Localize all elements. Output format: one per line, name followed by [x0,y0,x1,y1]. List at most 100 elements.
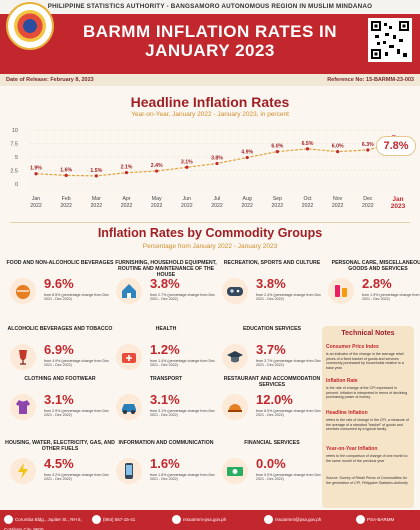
commodity-rate: 9.6% [44,276,74,291]
data-label: 1.9% [30,166,42,172]
x-tick-year: 2022 [241,203,253,209]
x-tick-month: May [152,196,162,202]
headline-line-chart: 02.557.5101.9%Jan20221.6%Feb20221.5%Mar2… [10,128,408,209]
data-point [124,171,129,175]
commodity-rate: 3.1% [150,392,180,407]
data-label: 2.1% [121,165,133,171]
footer-email[interactable]: rssoarmm@psa.gov.ph [264,515,321,525]
commodity-card: TRANSPORT 3.1% from 3.1% (percentage chang… [110,376,222,442]
data-point [336,150,340,154]
cpi-heading: Consumer Price Index [326,344,379,350]
facebook-link[interactable]: PSA-BARMM [367,517,395,522]
x-tick-month: Apr [122,196,130,202]
commodity-card: ALCOHOLIC BEVERAGES AND TOBACCO 6.9% from … [4,326,116,392]
data-point [245,155,249,160]
commodity-rate: 1.6% [150,456,180,471]
clothing-icon [10,394,36,420]
header-stripe [0,0,420,14]
x-tick-month: Oct [303,196,312,202]
commodity-rate: 3.8% [150,276,180,291]
data-point [275,150,279,154]
data-label: 4.9% [241,150,253,156]
phone-text: (064) 557-15-41 [103,517,136,522]
headline-title: Headline Inflation Rates [130,94,290,110]
gamepad-icon [222,278,248,304]
commodity-rate: 6.9% [44,342,74,357]
notes-title: Technical Notes [341,330,395,337]
facebook-icon [356,515,365,525]
commodity-card: FINANCIAL SERVICES 0.0% from 0.0% (percent… [216,440,328,506]
money-icon [222,458,248,484]
commodity-previous-rate: from 2.7% (percentage change from Dec 20… [150,293,215,302]
data-label: 6.3% [362,142,374,148]
data-label: 1.5% [90,168,102,174]
psa-logo [6,2,54,50]
header-banner: PHILIPPINE STATISTICS AUTHORITY - BANGSA… [0,0,420,74]
commodity-previous-rate: from 1.9% (percentage change from Dec 20… [362,293,420,302]
x-tick-year: 2022 [60,203,72,209]
phone-icon [116,458,142,484]
commodity-card: INFORMATION AND COMMUNICATION 1.6% from 1.… [110,440,222,506]
title-line-2: JANUARY 2023 [145,41,275,60]
commodity-subtitle: Percentage from January 2022 - January 2… [142,243,278,250]
headline-subtitle: Year-on-Year, January 2022 - January 202… [131,111,289,118]
footer-bar: Corumba Bldg., Jupiter St., RH 5, Cotaba… [0,510,420,530]
data-point [185,165,189,169]
footer-website[interactable]: rssoarmm-psa.gov.ph [172,515,226,525]
data-point [34,172,38,176]
commodity-previous-rate: from 3.7% (percentage change from Dec 20… [256,359,321,368]
data-point [64,173,68,177]
x-tick-month: Jan [32,196,40,202]
food-icon [10,278,36,304]
email-link[interactable]: rssoarmm@psa.gov.ph [275,517,322,522]
phone-icon [92,515,101,525]
commodity-rate: 0.0% [256,456,286,471]
commodity-title: Inflation Rates by Commodity Groups [97,226,323,240]
release-date: Date of Release: February 8, 2023 [6,77,94,83]
yoy-heading: Year-on-Year Inflation [326,446,378,452]
footer-facebook[interactable]: PSA-BARMM [356,515,394,525]
commodity-previous-rate: from 0.0% (percentage change from Dec 20… [256,473,321,482]
footer-phone: (064) 557-15-41 [92,515,135,525]
commodity-rate: 2.8% [362,276,392,291]
x-tick-year: 2022 [362,203,374,209]
headline-inflation-text: refers to the rate of change in the CPI,… [326,418,409,431]
data-label: 6.5% [302,141,314,147]
commodity-rate: 3.1% [44,392,74,407]
house-icon [116,278,142,304]
technical-notes-panel: Technical Notes Consumer Price Index is … [322,326,414,508]
data-label: 3.1% [181,159,193,165]
commodity-card: RESTAURANT AND ACCOMMODATION SERVICES 12.… [216,376,328,442]
wine-icon [10,344,36,370]
latest-rate-callout: 7.8% [376,136,416,156]
commodity-name: RESTAURANT AND ACCOMMODATION SERVICES [223,376,321,388]
commodity-card: FOOD AND NON-ALCOHOLIC BEVERAGES 9.6% from… [4,260,116,326]
reference-number: Reference No: 15-BARMM-23-003 [327,77,414,83]
x-tick-year: 2022 [181,203,193,209]
commodity-previous-rate: from 3.2% (percentage change from Dec 20… [44,473,109,482]
latest-month: Jan [392,196,404,203]
page-title: BARMM INFLATION RATES IN JANUARY 2023 [60,22,360,60]
data-label: 1.6% [60,167,72,173]
x-tick-year: 2022 [91,203,103,209]
commodity-previous-rate: from 1.6% (percentage change from Dec 20… [150,473,215,482]
commodity-rate: 3.7% [256,342,286,357]
education-icon [222,344,248,370]
source-note: Source: Survey of Retail Prices of Commo… [326,476,408,485]
utilities-icon [10,458,36,484]
x-tick-month: Mar [92,196,101,202]
x-tick-year: 2022 [30,203,42,209]
qr-code-icon [368,18,412,62]
section-divider [10,222,410,223]
commodity-name: FINANCIAL SERVICES [244,440,300,446]
x-tick-month: Dec [363,196,373,202]
commodity-card: CLOTHING AND FOOTWEAR 3.1% from 2.9% (perc… [4,376,116,442]
commodity-name: TRANSPORT [149,376,183,382]
commodity-name: EDUCATION SERVICES [242,326,302,332]
location-icon [4,515,13,525]
website-link[interactable]: rssoarmm-psa.gov.ph [183,517,227,522]
inflation-rate-text: is the rate of change of the CPI express… [326,386,408,399]
data-label: 2.4% [151,163,163,169]
data-point [366,148,370,152]
